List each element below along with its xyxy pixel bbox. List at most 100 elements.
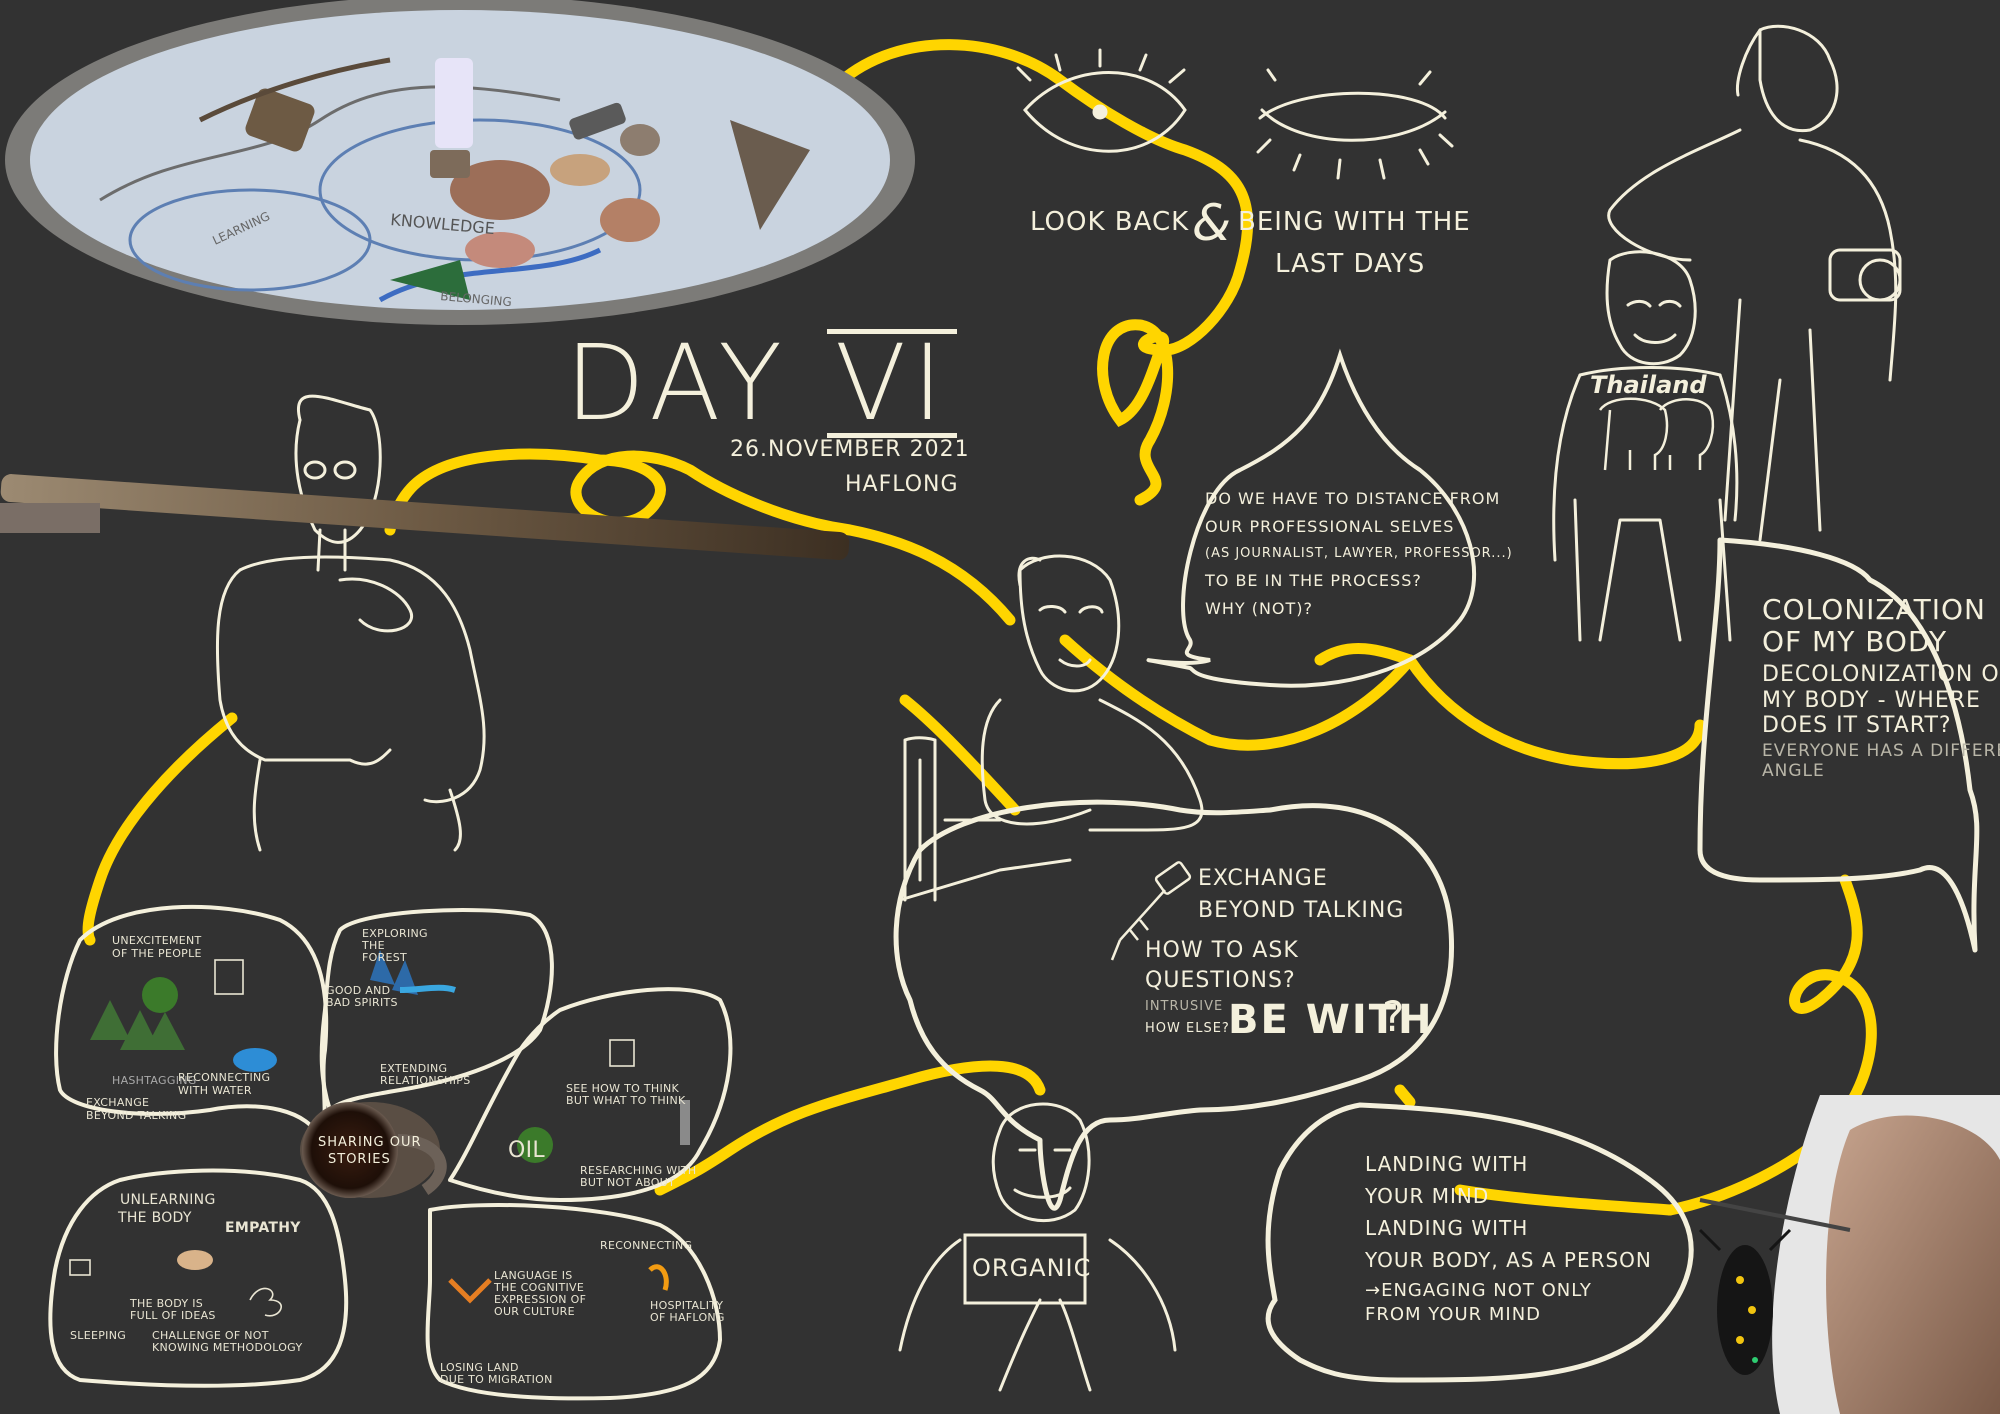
man-thailand-shirt-drawing bbox=[1552, 250, 1739, 642]
p3-c-2: BUT NOT ABOUT bbox=[580, 1176, 676, 1189]
petal-3 bbox=[448, 987, 733, 1202]
cup-label-line-2: STORIES bbox=[328, 1152, 391, 1167]
ampersand-text: & bbox=[1192, 194, 1232, 252]
p5-b-2: OF HAFLONG bbox=[650, 1311, 725, 1324]
p4-c-2: KNOWING METHODOLOGY bbox=[152, 1341, 303, 1354]
colonization-speech-bubble bbox=[1697, 537, 1980, 953]
colonization-line-2: OF MY BODY bbox=[1762, 625, 1948, 659]
exchange-speech-bubble bbox=[893, 799, 1454, 1211]
title-numeral: VI bbox=[826, 329, 957, 438]
colonization-line-6: EVERYONE HAS A DIFFERENT bbox=[1762, 741, 2000, 762]
look-back-text: LOOK BACK bbox=[1030, 207, 1190, 237]
being-with-text: BEING WITH THE bbox=[1238, 207, 1471, 237]
title-word: DAY bbox=[565, 322, 788, 444]
place-label: HAFLONG bbox=[845, 472, 959, 497]
closed-eye-icon bbox=[1256, 68, 1454, 180]
be-with-text: BE WITH bbox=[1228, 997, 1434, 1043]
p1-top-2: OF THE PEOPLE bbox=[112, 947, 202, 960]
p5-d: RECONNECTING bbox=[600, 1239, 693, 1252]
petal-4 bbox=[48, 1168, 349, 1388]
p5-b-1: HOSPITALITY bbox=[650, 1299, 724, 1312]
map-word-belonging: BELONGING bbox=[440, 289, 513, 309]
p3-oil: OIL bbox=[508, 1138, 545, 1163]
coffee-cup-photo bbox=[300, 1102, 447, 1198]
question-line-4: TO BE IN THE PROCESS? bbox=[1205, 570, 1422, 590]
exchange-line-4: QUESTIONS? bbox=[1145, 968, 1296, 993]
p5-a-3: EXPRESSION OF bbox=[494, 1293, 587, 1306]
p2-c-1: EXTENDING bbox=[380, 1062, 448, 1075]
exchange-line-2: BEYOND TALKING bbox=[1198, 898, 1405, 923]
elephant-icon bbox=[1598, 397, 1715, 471]
exchange-line-5: INTRUSIVE bbox=[1145, 999, 1224, 1014]
hand-with-insect-photo bbox=[1698, 1095, 2000, 1414]
page-title: DAY VI bbox=[565, 322, 957, 444]
landing-line-1: LANDING WITH bbox=[1365, 1152, 1529, 1176]
p4-sleeping: SLEEPING bbox=[70, 1329, 127, 1342]
p5-a-4: OUR CULTURE bbox=[494, 1305, 575, 1318]
p3-a-2: BUT WHAT TO THINK bbox=[566, 1094, 686, 1107]
landing-speech-bubble bbox=[1265, 1102, 1694, 1383]
landing-line-5: →ENGAGING NOT ONLY bbox=[1365, 1280, 1592, 1301]
question-line-1: DO WE HAVE TO DISTANCE FROM bbox=[1205, 489, 1501, 508]
p2-a-2: THE bbox=[362, 939, 385, 952]
exchange-line-3: HOW TO ASK bbox=[1145, 938, 1299, 963]
p4-c-1: CHALLENGE OF NOT bbox=[152, 1329, 269, 1342]
colonization-line-1: COLONIZATION bbox=[1762, 593, 1986, 626]
colonization-line-3: DECOLONIZATION OF bbox=[1762, 662, 2000, 688]
question-speech-bubble bbox=[1146, 348, 1476, 688]
p5-c-2: DUE TO MIGRATION bbox=[440, 1373, 553, 1386]
tshirt-text: Thailand bbox=[1590, 371, 1707, 399]
last-days-text: LAST DAYS bbox=[1275, 249, 1426, 279]
p2-a-1: EXPLORING bbox=[362, 927, 428, 940]
woman-sitting-drawing bbox=[898, 554, 1204, 902]
p2-c-2: RELATIONSHIPS bbox=[380, 1074, 471, 1087]
p2-a-3: FOREST bbox=[362, 951, 408, 964]
landing-line-6: FROM YOUR MIND bbox=[1365, 1303, 1542, 1325]
p4-a-1: THE BODY IS bbox=[130, 1297, 204, 1310]
be-with-question-mark: ? bbox=[1382, 992, 1406, 1041]
p4-title-2: THE BODY bbox=[118, 1210, 192, 1226]
open-eye-icon bbox=[1016, 48, 1187, 153]
landing-line-2: YOUR MIND bbox=[1365, 1184, 1490, 1208]
stick-photo bbox=[0, 474, 850, 560]
question-line-2: OUR PROFESSIONAL SELVES bbox=[1205, 517, 1455, 537]
p1-hashtagging: HASHTAGGING bbox=[112, 1074, 197, 1087]
yellow-connecting-line bbox=[82, 39, 1877, 1216]
cup-label-line-1: SHARING OUR bbox=[318, 1135, 422, 1150]
question-line-3: (AS JOURNALIST, LAWYER, PROFESSOR...) bbox=[1205, 545, 1513, 561]
colonization-line-7: ANGLE bbox=[1762, 760, 1825, 781]
colonization-line-4: MY BODY - WHERE bbox=[1762, 687, 1981, 713]
p5-c-1: LOSING LAND bbox=[440, 1361, 519, 1374]
petal-2 bbox=[319, 908, 554, 1112]
question-line-5: WHY (NOT)? bbox=[1205, 599, 1314, 619]
exchange-line-6: HOW ELSE? bbox=[1145, 1021, 1230, 1036]
landing-line-3: LANDING WITH bbox=[1365, 1216, 1529, 1240]
man-with-camera-drawing bbox=[1607, 24, 1902, 542]
organic-sign bbox=[963, 1233, 1087, 1305]
question-text-block: DO WE HAVE TO DISTANCE FROM OUR PROFESSI… bbox=[1205, 489, 1513, 619]
landing-line-4: YOUR BODY, AS A PERSON bbox=[1365, 1248, 1652, 1272]
p1-exchange-1: EXCHANGE bbox=[86, 1096, 150, 1109]
man-organic-sign-drawing bbox=[898, 1102, 1177, 1392]
p4-a-2: FULL OF IDEAS bbox=[130, 1309, 216, 1322]
p4-title-1: UNLEARNING bbox=[120, 1192, 216, 1208]
petal-5 bbox=[425, 1203, 722, 1401]
petal-doodles bbox=[69, 950, 690, 1317]
colonization-text-block: COLONIZATION OF MY BODY DECOLONIZATION O… bbox=[1762, 593, 2000, 781]
p3-a-1: SEE HOW TO THINK bbox=[566, 1082, 680, 1095]
organic-sign-text: ORGANIC bbox=[972, 1254, 1092, 1282]
exchange-line-1: EXCHANGE bbox=[1198, 866, 1328, 891]
date-label: 26.NOVEMBER 2021 bbox=[730, 437, 970, 462]
map-cloth-photo: KNOWLEDGE LEARNING BELONGING bbox=[5, 0, 915, 325]
colonization-line-5: DOES IT START? bbox=[1762, 712, 1952, 738]
p1-reconnecting-2: WITH WATER bbox=[178, 1084, 252, 1097]
p5-a-1: LANGUAGE IS bbox=[494, 1269, 573, 1282]
bearded-man-drawing bbox=[215, 394, 486, 852]
p1-top-1: UNEXCITEMENT bbox=[112, 934, 202, 947]
p1-exchange-2: BEYOND TALKING bbox=[86, 1109, 187, 1122]
landing-text-block: LANDING WITH YOUR MIND LANDING WITH YOUR… bbox=[1365, 1153, 1652, 1325]
p2-b-1: GOOD AND bbox=[326, 984, 391, 997]
key-icon bbox=[1110, 861, 1192, 961]
